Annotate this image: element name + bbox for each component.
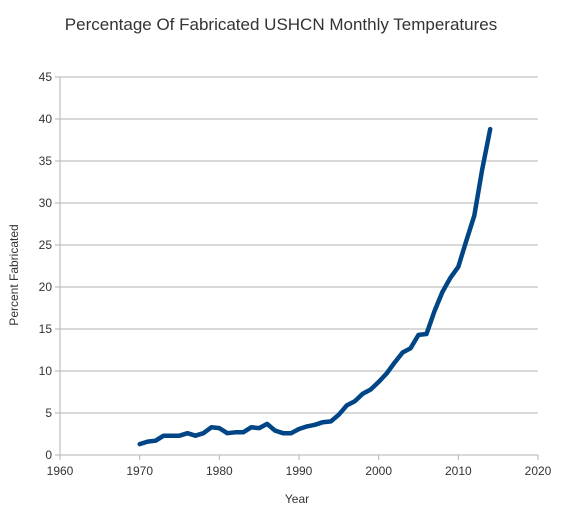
data-point: [456, 265, 461, 269]
y-tick-label: 35: [39, 154, 53, 168]
data-point: [281, 431, 285, 435]
data-point: [169, 433, 174, 438]
data-point: [448, 275, 453, 280]
data-point: [153, 438, 158, 443]
y-tick-label: 20: [39, 280, 53, 294]
data-point: [145, 439, 150, 444]
data-point: [416, 333, 421, 337]
y-tick-label: 30: [39, 196, 53, 210]
data-point: [313, 422, 317, 427]
data-point: [185, 431, 190, 435]
data-point: [201, 431, 206, 435]
y-tick-label: 10: [39, 364, 53, 378]
x-tick-label: 1990: [286, 464, 313, 478]
data-point: [472, 213, 477, 218]
data-point: [480, 167, 485, 172]
data-point: [464, 239, 469, 243]
data-point: [440, 290, 445, 294]
x-tick-label: 1980: [206, 464, 233, 478]
data-point: [321, 420, 325, 425]
data-point: [408, 346, 413, 351]
data-point: [193, 433, 198, 438]
x-tick-label: 2020: [525, 464, 552, 478]
y-axis-label: Percent Fabricated: [7, 224, 21, 325]
x-tick-labels: 1960 1970 1980 1990 2000 2010 2020: [47, 464, 552, 478]
data-point: [249, 425, 253, 430]
data-point: [177, 433, 182, 438]
data-point: [265, 422, 269, 426]
data-point: [360, 391, 365, 396]
data-point: [273, 428, 277, 433]
data-point: [297, 427, 301, 431]
data-point: [305, 424, 309, 429]
grid-lines: [60, 76, 538, 414]
y-tick-label: 40: [39, 112, 53, 126]
y-tick-label: 25: [39, 238, 53, 252]
data-point: [368, 387, 373, 392]
y-tick-label: 15: [39, 322, 53, 336]
axes: [55, 76, 539, 460]
x-tick-label: 1970: [126, 464, 153, 478]
data-point: [345, 403, 349, 408]
y-tick-label: 45: [39, 70, 53, 84]
data-point: [217, 426, 222, 430]
y-tick-label: 0: [45, 448, 52, 462]
y-tick-labels: 0 5 10 15 20 25 30 35 40 45: [39, 70, 53, 462]
data-point: [137, 442, 142, 446]
chart-title: Percentage Of Fabricated USHCN Monthly T…: [65, 15, 497, 34]
x-axis-label: Year: [285, 492, 309, 506]
data-point: [392, 360, 397, 365]
data-point: [329, 419, 333, 424]
data-point: [337, 412, 341, 417]
x-tick-label: 2000: [365, 464, 392, 478]
data-point: [424, 332, 429, 336]
data-point: [376, 380, 381, 384]
y-tick-label: 5: [45, 406, 52, 420]
x-tick-label: 1960: [47, 464, 74, 478]
data-point: [233, 430, 238, 435]
data-point: [488, 127, 493, 131]
data-point: [289, 431, 293, 435]
data-point: [384, 371, 389, 376]
data-point: [161, 433, 166, 438]
data-point: [257, 426, 261, 430]
series-layer: [137, 126, 493, 447]
data-point: [400, 350, 405, 355]
data-point: [432, 309, 437, 314]
data-point: [352, 399, 357, 404]
data-point: [225, 431, 230, 435]
data-point: [209, 425, 214, 430]
data-point: [241, 430, 246, 435]
x-tick-label: 2010: [445, 464, 472, 478]
